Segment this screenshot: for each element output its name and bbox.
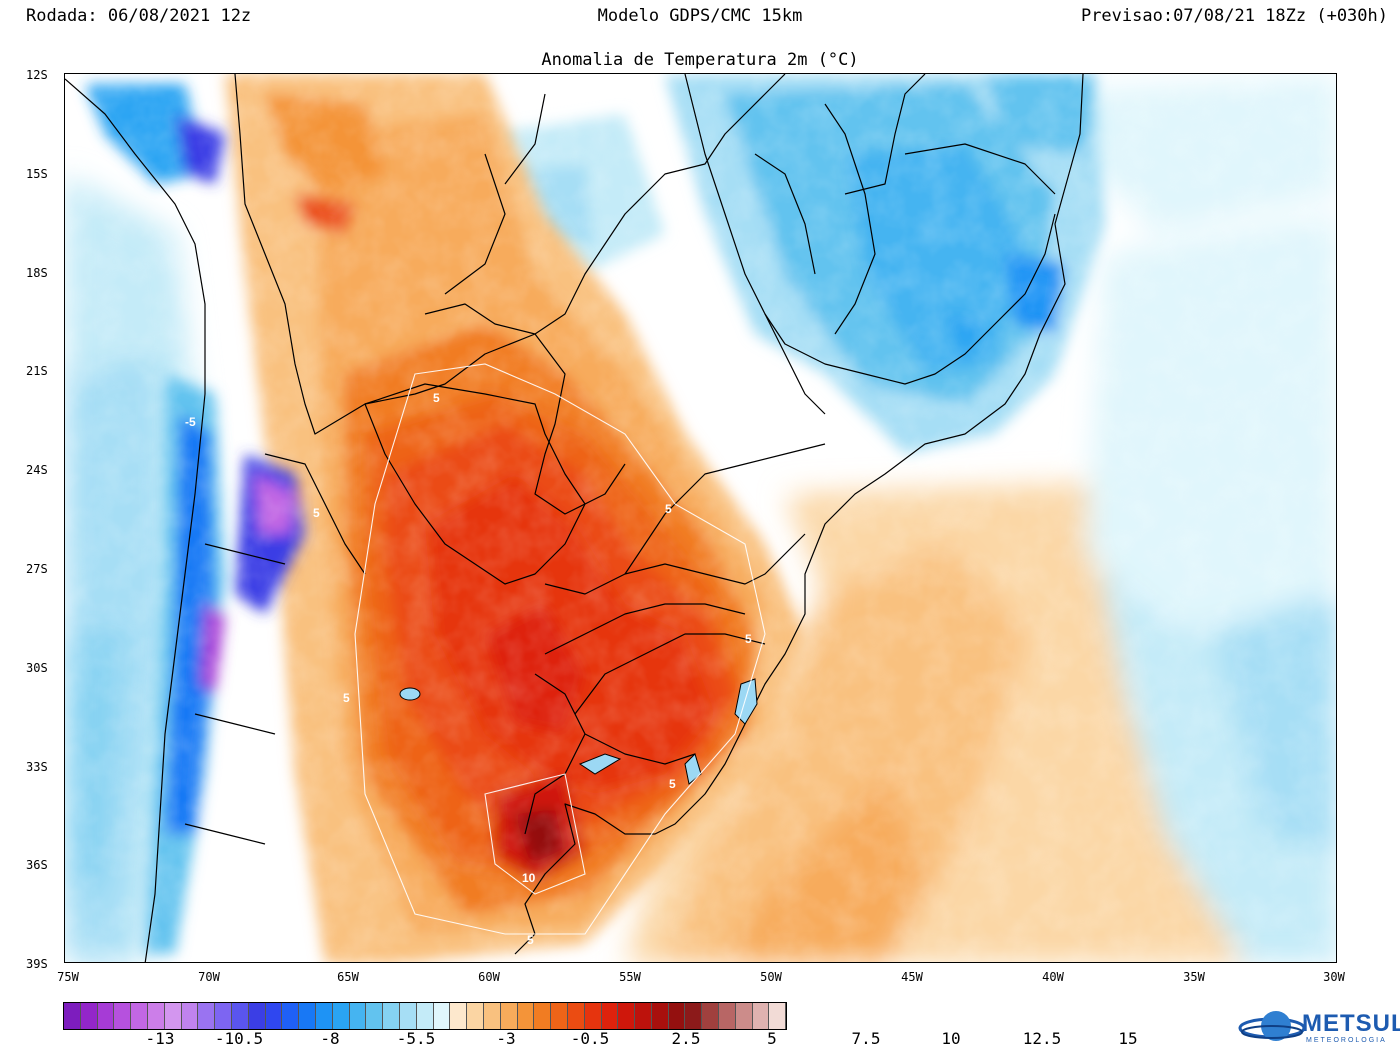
colorbar-swatch — [198, 1003, 216, 1029]
contour-label: 5 — [527, 933, 534, 947]
lat-label: 24S — [26, 463, 48, 477]
temperature-anomaly-map: 5 5 5 5 5 5 10 -5 5 — [65, 74, 1336, 962]
colorbar-swatch — [601, 1003, 619, 1029]
contour-label: 10 — [522, 871, 536, 885]
lon-label: 55W — [619, 970, 641, 984]
colorbar-swatch — [215, 1003, 232, 1029]
colorbar-swatch — [366, 1003, 384, 1029]
colorbar-swatch — [668, 1003, 686, 1029]
lon-label: 50W — [760, 970, 782, 984]
colorbar-label: 10 — [941, 1029, 961, 1048]
colorbar-label: -8 — [320, 1029, 340, 1048]
contour-label: 5 — [313, 506, 320, 520]
colorbar-label: 5 — [767, 1029, 777, 1048]
lon-label: 40W — [1042, 970, 1064, 984]
colorbar-swatch — [534, 1003, 552, 1029]
colorbar-swatch — [164, 1003, 182, 1029]
map-title: Anomalia de Temperatura 2m (°C) — [541, 50, 859, 70]
contour-label: 5 — [433, 391, 440, 405]
colorbar-swatch — [231, 1003, 249, 1029]
lon-label: 35W — [1183, 970, 1205, 984]
colorbar-swatch — [64, 1003, 81, 1029]
contour-label: 5 — [669, 777, 676, 791]
colorbar-swatch — [450, 1003, 468, 1029]
globe-icon — [1238, 1011, 1306, 1041]
colorbar-swatch — [265, 1003, 283, 1029]
colorbar-swatch — [635, 1003, 652, 1029]
lon-label: 30W — [1323, 970, 1345, 984]
colorbar-swatch — [685, 1003, 703, 1029]
colorbar-swatch — [719, 1003, 736, 1029]
colorbar-label: -13 — [145, 1029, 175, 1048]
colorbar-swatch — [282, 1003, 300, 1029]
colorbar-swatch — [383, 1003, 400, 1029]
lat-label: 33S — [26, 760, 48, 774]
map-area: 5 5 5 5 5 5 10 -5 5 — [64, 73, 1337, 963]
logo-name: METSUL — [1302, 1010, 1400, 1037]
colorbar — [63, 1002, 788, 1030]
model-name: Modelo GDPS/CMC 15km — [597, 6, 803, 26]
colorbar-swatch — [517, 1003, 535, 1029]
logo-subtitle: METEOROLOGIA — [1306, 1037, 1387, 1044]
colorbar-label: 7.5 — [851, 1029, 881, 1048]
colorbar-swatch — [752, 1003, 770, 1029]
colorbar-swatch — [349, 1003, 367, 1029]
lat-label: 39S — [26, 957, 48, 971]
contour-label: 5 — [745, 632, 752, 646]
lat-label: 15S — [26, 167, 48, 181]
colorbar-swatch — [584, 1003, 602, 1029]
colorbar-swatch — [483, 1003, 501, 1029]
lat-label: 21S — [26, 364, 48, 378]
colorbar-label: -0.5 — [570, 1029, 610, 1048]
lon-label: 70W — [198, 970, 220, 984]
lon-label: 65W — [337, 970, 359, 984]
colorbar-swatch — [416, 1003, 434, 1029]
colorbar-label: -5.5 — [396, 1029, 436, 1048]
colorbar-swatch — [651, 1003, 669, 1029]
forecast-time: Previsao:07/08/21 18Zz (+030h) — [1080, 6, 1388, 26]
colorbar-swatch — [551, 1003, 568, 1029]
colorbar-swatch — [80, 1003, 98, 1029]
lon-label: 60W — [478, 970, 500, 984]
lat-label: 27S — [26, 562, 48, 576]
metsul-logo: METSUL METEOROLOGIA — [1236, 1006, 1400, 1048]
run-date: Rodada: 06/08/2021 12z — [26, 6, 252, 26]
colorbar-swatch — [567, 1003, 585, 1029]
lon-label: 45W — [901, 970, 923, 984]
lat-label: 36S — [26, 858, 48, 872]
colorbar-swatch — [702, 1003, 720, 1029]
colorbar-swatch — [332, 1003, 350, 1029]
colorbar-swatch — [114, 1003, 132, 1029]
lat-label: 12S — [26, 68, 48, 82]
colorbar-swatch — [500, 1003, 518, 1029]
colorbar-label: 12.5 — [1022, 1029, 1062, 1048]
contour-label: -5 — [185, 415, 196, 429]
colorbar-label: -3 — [496, 1029, 516, 1048]
lon-label: 75W — [57, 970, 79, 984]
colorbar-swatch — [248, 1003, 266, 1029]
lat-label: 18S — [26, 266, 48, 280]
colorbar-swatch — [181, 1003, 199, 1029]
lat-label: 30S — [26, 661, 48, 675]
colorbar-swatch — [467, 1003, 484, 1029]
colorbar-label: -10.5 — [214, 1029, 264, 1048]
colorbar-swatch — [618, 1003, 636, 1029]
colorbar-swatch — [315, 1003, 333, 1029]
contour-label: 5 — [343, 691, 350, 705]
colorbar-swatch — [735, 1003, 753, 1029]
contour-label: 5 — [665, 502, 672, 516]
colorbar-swatch — [769, 1003, 787, 1029]
colorbar-label: 2.5 — [671, 1029, 701, 1048]
colorbar-swatch — [131, 1003, 148, 1029]
colorbar-swatch — [399, 1003, 417, 1029]
colorbar-swatch — [97, 1003, 115, 1029]
colorbar-label: 15 — [1118, 1029, 1138, 1048]
colorbar-swatch — [299, 1003, 316, 1029]
colorbar-swatch — [147, 1003, 165, 1029]
colorbar-swatch — [433, 1003, 451, 1029]
